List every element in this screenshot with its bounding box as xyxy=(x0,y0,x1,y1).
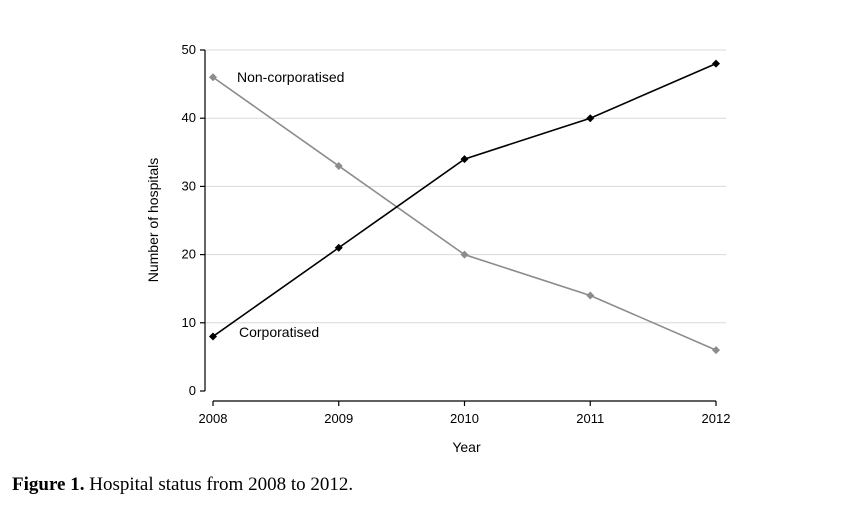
x-tick-label-2012: 2012 xyxy=(702,411,731,426)
x-tick-label-2011: 2011 xyxy=(576,411,604,426)
series-label-corporatised: Corporatised xyxy=(239,324,319,340)
figure-caption-label: Figure 1. xyxy=(12,474,85,495)
y-tick-label-40: 40 xyxy=(182,110,196,125)
x-tick-label-2009: 2009 xyxy=(324,411,353,426)
data-point-s1-2008 xyxy=(209,332,217,341)
axes xyxy=(200,49,717,406)
y-tick-label-30: 30 xyxy=(182,178,196,193)
data-point-s0-2008 xyxy=(209,73,217,82)
tick-labels: 0 10 20 30 40 50 2008 2009 2010 2011 2012 xyxy=(182,42,731,426)
series-line-1 xyxy=(212,62,717,338)
line-chart: 0 10 20 30 40 50 2008 2009 2010 2011 2012 Year Num… xyxy=(145,42,731,455)
data-point-s1-2011 xyxy=(586,114,595,123)
y-tick-label-10: 10 xyxy=(182,315,196,330)
gridlines xyxy=(205,49,726,324)
y-tick-label-0: 0 xyxy=(189,383,196,398)
y-axis-title: Number of hospitals xyxy=(145,158,161,283)
data-point-s1-2010 xyxy=(460,155,469,164)
x-axis-title: Year xyxy=(452,439,481,455)
data-point-s0-2011 xyxy=(586,291,595,300)
figure-caption-text: Hospital status from 2008 to 2012. xyxy=(84,474,354,495)
x-tick-label-2010: 2010 xyxy=(450,411,479,426)
series-label-non-corporatised: Non-corporatised xyxy=(237,69,344,85)
y-tick-label-20: 20 xyxy=(182,247,196,262)
x-tick-label-2008: 2008 xyxy=(199,411,228,426)
data-point-s1-2009 xyxy=(334,243,343,252)
data-point-s1-2012 xyxy=(712,59,720,68)
data-point-s0-2010 xyxy=(460,250,469,259)
figure-caption: Figure 1. Hospital status from 2008 to 2… xyxy=(12,474,353,496)
data-point-s0-2012 xyxy=(712,346,720,355)
data-point-s0-2009 xyxy=(334,161,343,170)
series-lines xyxy=(209,59,720,355)
y-tick-label-50: 50 xyxy=(182,42,196,57)
